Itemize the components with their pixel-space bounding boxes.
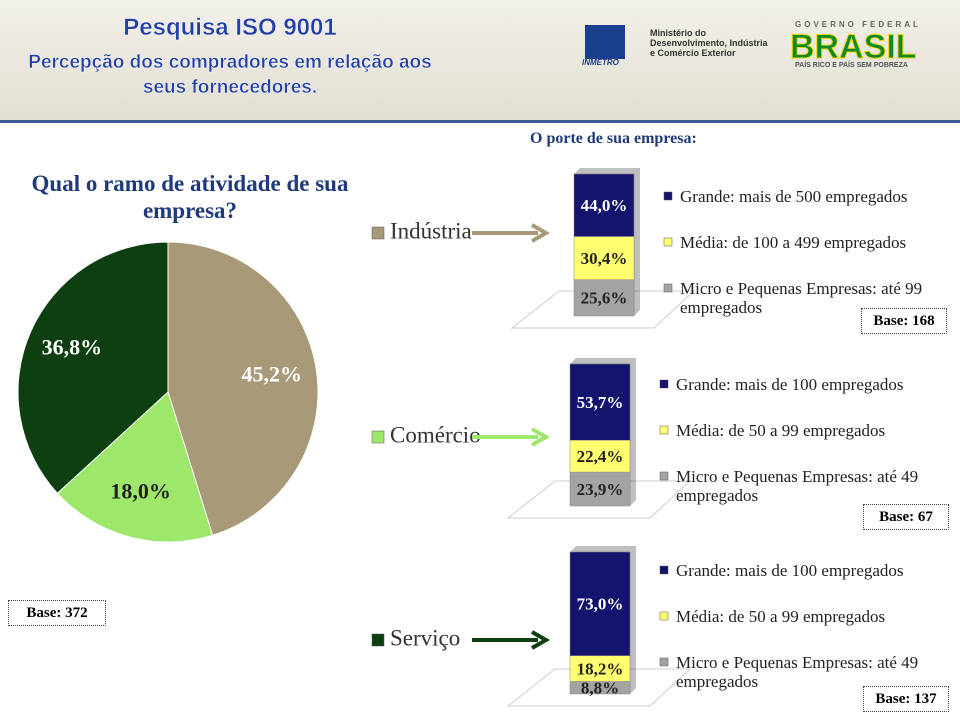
bar-segment bbox=[569, 471, 631, 507]
legend-label: Micro e Pequenas Empresas: até 49 empreg… bbox=[676, 653, 919, 691]
bar-label: 73,0% bbox=[577, 595, 624, 614]
bar-segment bbox=[569, 551, 631, 656]
base-box: Base: 372 bbox=[8, 600, 106, 626]
arrow-head bbox=[531, 223, 551, 243]
legend-label: Média: de 100 a 499 empregados bbox=[680, 233, 907, 252]
legend-swatch bbox=[659, 425, 669, 435]
bar-segment bbox=[569, 363, 631, 441]
header-subtitle: Percepção dos compradores em relação aos… bbox=[28, 52, 432, 98]
pie-slice bbox=[17, 241, 169, 495]
arrow-head bbox=[531, 427, 551, 447]
pie-label: 18,0% bbox=[110, 478, 171, 503]
arrow-head bbox=[531, 630, 551, 650]
pie-title: Qual o ramo de atividade de sua empresa? bbox=[31, 171, 349, 223]
bar-label: 18,2% bbox=[577, 659, 624, 678]
base-box: Base: 137 bbox=[863, 686, 949, 712]
header: Pesquisa ISO 9001 Percepção dos comprado… bbox=[0, 0, 960, 123]
gov-label: GOVERNO FEDERAL bbox=[795, 20, 921, 29]
base-box: Base: 168 bbox=[861, 308, 947, 334]
inmetro-logo bbox=[585, 25, 625, 59]
legend-label: Média: de 50 a 99 empregados bbox=[676, 607, 886, 626]
pie-label: 45,2% bbox=[242, 361, 303, 386]
legend-swatch bbox=[659, 611, 669, 621]
ministry-line: Ministério do bbox=[650, 28, 706, 38]
legend-label: Indústria bbox=[390, 218, 472, 243]
inmetro-label: INMETRO bbox=[582, 58, 619, 67]
legend-label: Média: de 50 a 99 empregados bbox=[676, 421, 886, 440]
legend-label: Grande: mais de 100 empregados bbox=[676, 561, 904, 580]
bar-segment bbox=[573, 173, 635, 237]
legend-label: Comércio bbox=[390, 422, 481, 447]
legend-swatch bbox=[659, 379, 669, 389]
bar-label: 22,4% bbox=[577, 447, 624, 466]
ministry: Ministério do Desenvolvimento, Indústria e… bbox=[650, 28, 768, 58]
legend-swatch bbox=[663, 283, 673, 293]
bar-segment bbox=[569, 655, 631, 682]
legend-label: Grande: mais de 100 empregados bbox=[676, 375, 904, 394]
pie-slice bbox=[56, 391, 214, 543]
legend-label: Micro e Pequenas Empresas: até 49 empreg… bbox=[676, 467, 919, 505]
base-box: Base: 67 bbox=[863, 504, 949, 530]
bar-label: 44,0% bbox=[581, 196, 628, 215]
bar-segment bbox=[573, 236, 635, 280]
legend-swatch bbox=[663, 237, 673, 247]
legend-swatch bbox=[371, 226, 385, 240]
legend-swatch bbox=[659, 565, 669, 575]
slogan: PAÍS RICO E PAÍS SEM POBREZA bbox=[795, 62, 908, 69]
legend-swatch bbox=[663, 191, 673, 201]
bar-label: 8,8% bbox=[581, 679, 619, 698]
bar-label: 23,9% bbox=[577, 480, 624, 499]
legend-swatch bbox=[371, 430, 385, 444]
ministry-line: e Comércio Exterior bbox=[650, 48, 736, 58]
legend-swatch bbox=[371, 633, 385, 647]
legend-label: Serviço bbox=[390, 625, 460, 650]
legend-swatch bbox=[659, 471, 669, 481]
header-title: Pesquisa ISO 9001 bbox=[123, 14, 337, 41]
pie-slice bbox=[167, 241, 319, 536]
brasil-logo: BRASIL bbox=[790, 28, 918, 67]
legend-swatch bbox=[659, 657, 669, 667]
bar-label: 53,7% bbox=[577, 393, 624, 412]
bar-label: 30,4% bbox=[581, 249, 628, 268]
bar-segment bbox=[569, 440, 631, 473]
ministry-line: Desenvolvimento, Indústria bbox=[650, 38, 768, 48]
bar-label: 25,6% bbox=[581, 289, 628, 308]
bar-segment bbox=[573, 279, 635, 317]
legend-label: Grande: mais de 500 empregados bbox=[680, 187, 908, 206]
pie-label: 36,8% bbox=[42, 335, 103, 360]
bar-title: O porte de sua empresa: bbox=[530, 130, 697, 147]
legend-label: Micro e Pequenas Empresas: até 99 empreg… bbox=[680, 279, 923, 317]
